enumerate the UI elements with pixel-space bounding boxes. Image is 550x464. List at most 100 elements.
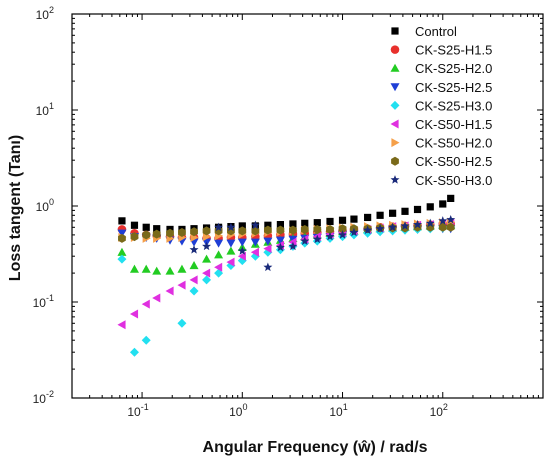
data-point bbox=[312, 234, 322, 244]
data-point bbox=[214, 222, 224, 232]
data-point bbox=[251, 226, 260, 236]
data-point bbox=[130, 232, 139, 242]
data-point bbox=[389, 209, 397, 217]
data-point bbox=[165, 266, 175, 275]
data-point bbox=[118, 233, 126, 243]
series-ck-s50-h3-0 bbox=[189, 214, 456, 272]
data-point bbox=[400, 221, 410, 230]
x-axis-ticks: 10-1 100 101 102 bbox=[71, 14, 544, 419]
data-point bbox=[189, 245, 199, 254]
data-point bbox=[364, 213, 372, 222]
data-point bbox=[189, 260, 199, 270]
data-point bbox=[264, 221, 272, 229]
data-point bbox=[301, 219, 309, 227]
data-point bbox=[226, 222, 236, 232]
legend-label: CK-S25-H1.5 bbox=[415, 43, 492, 58]
legend-marker bbox=[390, 119, 399, 129]
data-point bbox=[238, 226, 247, 236]
legend-label: CK-S25-H2.0 bbox=[415, 61, 492, 76]
data-markers bbox=[117, 194, 456, 357]
data-point bbox=[289, 220, 297, 228]
y-tick-label: 10-2 bbox=[33, 389, 54, 406]
data-point bbox=[263, 262, 273, 272]
data-point bbox=[153, 225, 161, 233]
data-point bbox=[226, 246, 236, 255]
x-tick-label: 101 bbox=[329, 402, 347, 419]
data-point bbox=[439, 200, 447, 208]
data-point bbox=[202, 226, 211, 236]
data-point bbox=[275, 236, 285, 245]
data-point bbox=[226, 257, 235, 267]
data-point bbox=[141, 264, 151, 273]
data-point bbox=[276, 221, 285, 229]
data-point bbox=[425, 218, 435, 228]
x-tick-label: 10-1 bbox=[127, 402, 148, 419]
data-point bbox=[276, 225, 285, 235]
data-point bbox=[338, 224, 347, 234]
y-tick-label: 102 bbox=[36, 5, 54, 22]
data-point bbox=[446, 222, 455, 232]
data-point bbox=[129, 347, 139, 357]
data-point bbox=[250, 238, 260, 247]
data-point bbox=[177, 318, 187, 328]
data-point bbox=[166, 228, 174, 238]
legend-label: CK-S50-H2.5 bbox=[415, 154, 492, 169]
legend-marker bbox=[390, 100, 400, 110]
data-point bbox=[238, 222, 246, 230]
data-point bbox=[263, 237, 273, 246]
data-point bbox=[117, 229, 127, 238]
data-point bbox=[141, 299, 150, 309]
data-point bbox=[438, 216, 448, 225]
data-point bbox=[350, 215, 358, 223]
data-point bbox=[326, 224, 334, 234]
data-point bbox=[177, 264, 187, 273]
data-point bbox=[413, 219, 423, 229]
legend-label: CK-S25-H2.5 bbox=[415, 80, 492, 95]
legend-label: CK-S50-H1.5 bbox=[415, 117, 492, 132]
data-point bbox=[178, 227, 186, 237]
data-point bbox=[142, 223, 150, 231]
data-point bbox=[214, 262, 223, 272]
y-axis-title: Loss tangent (Tanı) bbox=[7, 135, 24, 281]
data-point bbox=[288, 241, 298, 251]
data-point bbox=[300, 224, 309, 234]
data-point bbox=[202, 241, 212, 251]
y-tick-label: 10-1 bbox=[33, 293, 54, 310]
data-point bbox=[118, 217, 126, 225]
data-point bbox=[438, 222, 447, 232]
data-point bbox=[250, 247, 259, 257]
legend-label: CK-S25-H3.0 bbox=[415, 98, 492, 113]
data-point bbox=[338, 216, 347, 224]
x-axis-title: Angular Frequency (ŵ) / rad/s bbox=[203, 439, 428, 456]
legend-marker bbox=[391, 156, 399, 166]
data-point bbox=[289, 225, 297, 235]
data-point bbox=[141, 335, 151, 345]
data-point bbox=[214, 250, 224, 259]
data-point bbox=[413, 205, 422, 214]
data-point bbox=[288, 237, 297, 247]
data-point bbox=[165, 286, 174, 296]
legend-marker bbox=[390, 83, 400, 92]
data-point bbox=[117, 247, 127, 256]
data-point bbox=[325, 231, 335, 241]
data-point bbox=[214, 239, 224, 248]
legend: Control CK-S25-H1.5 CK-S25-H2.0 CK-S25-H2.5… bbox=[390, 24, 492, 188]
data-point bbox=[263, 244, 272, 254]
data-point bbox=[447, 194, 455, 202]
data-point bbox=[177, 280, 186, 290]
data-point bbox=[129, 264, 139, 273]
data-point bbox=[237, 246, 247, 255]
y-tick-label: 100 bbox=[36, 197, 54, 214]
data-point bbox=[376, 211, 384, 219]
data-point bbox=[275, 242, 285, 252]
legend-label: CK-S50-H3.0 bbox=[415, 173, 492, 188]
data-point bbox=[189, 275, 198, 285]
data-point bbox=[313, 224, 322, 234]
data-point bbox=[349, 227, 359, 237]
data-point bbox=[375, 223, 385, 233]
legend-marker bbox=[391, 27, 399, 35]
data-point bbox=[152, 266, 162, 275]
data-point bbox=[338, 230, 348, 239]
legend-marker bbox=[390, 63, 400, 72]
